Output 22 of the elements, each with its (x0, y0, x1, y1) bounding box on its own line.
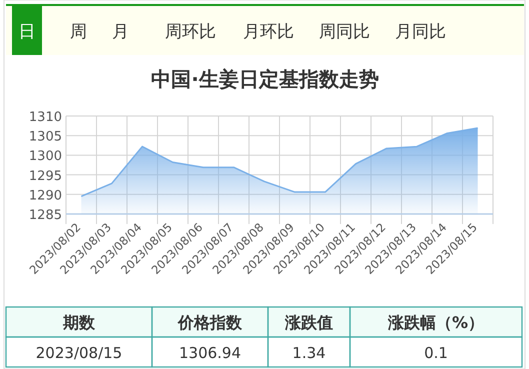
text: 涨跌幅（%） (386, 313, 484, 332)
y-tick-label: 1305 (28, 130, 62, 145)
y-tick-label: 1285 (28, 208, 62, 223)
text: 0.1 (424, 344, 448, 362)
text: 月 (112, 22, 129, 42)
chart-title: 中国·生姜日定基指数走势 (151, 67, 379, 91)
text: 周同比 (319, 22, 370, 42)
text: 价格指数 (177, 313, 243, 332)
y-tick-label: 1295 (28, 168, 62, 184)
y-tick-label: 1310 (28, 110, 62, 125)
text: 1306.94 (178, 344, 242, 362)
text: 日 (18, 22, 36, 42)
text: 2023/08/15 (36, 344, 122, 362)
y-tick-label: 1300 (28, 149, 62, 164)
text: 周 (70, 22, 87, 42)
text: 1.34 (292, 344, 326, 362)
text: 涨跌值 (284, 313, 333, 332)
text: 月同比 (395, 22, 446, 42)
text: 周环比 (165, 22, 216, 42)
text: 期数 (62, 313, 96, 332)
text: 月环比 (243, 22, 294, 42)
y-tick-label: 1290 (28, 188, 62, 204)
